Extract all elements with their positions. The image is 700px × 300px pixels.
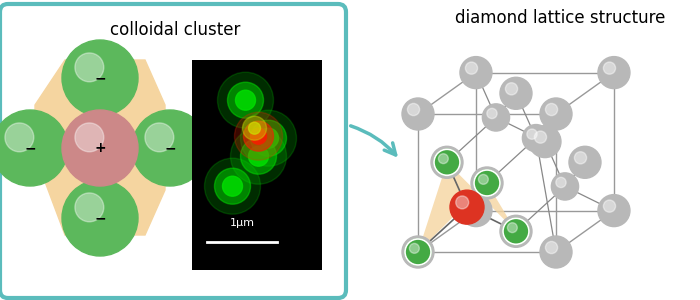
Circle shape [474,170,500,196]
Circle shape [460,57,492,88]
Text: −: − [94,71,106,85]
Circle shape [540,236,572,268]
Circle shape [477,172,489,184]
Polygon shape [418,162,516,252]
Circle shape [410,243,419,253]
Bar [192,60,322,270]
Circle shape [503,218,529,244]
Text: 1μm: 1μm [230,218,255,228]
Circle shape [248,122,260,134]
Circle shape [450,190,484,224]
Circle shape [478,174,489,184]
Circle shape [241,138,276,174]
Text: +: + [94,141,106,155]
FancyBboxPatch shape [0,4,346,298]
Circle shape [471,167,503,199]
Circle shape [228,82,263,118]
Circle shape [235,90,256,110]
Circle shape [214,168,251,204]
Text: colloidal cluster: colloidal cluster [110,21,240,39]
Circle shape [75,193,104,222]
Circle shape [405,239,431,265]
Circle shape [251,120,286,156]
Circle shape [569,146,601,178]
Circle shape [540,98,572,130]
Circle shape [5,123,34,152]
Circle shape [552,173,579,200]
Circle shape [234,112,283,160]
Circle shape [145,123,174,152]
Circle shape [62,110,138,186]
Circle shape [603,200,615,212]
Circle shape [505,221,517,233]
Circle shape [460,195,492,226]
Text: −: − [94,211,106,225]
Circle shape [407,242,419,254]
Circle shape [436,152,449,164]
Circle shape [251,128,267,144]
Circle shape [466,62,477,74]
Circle shape [407,103,419,116]
Circle shape [204,158,260,214]
Circle shape [556,177,566,188]
Circle shape [545,242,558,254]
Circle shape [258,128,279,148]
Circle shape [434,149,460,175]
Circle shape [482,104,510,131]
Circle shape [527,129,537,139]
Circle shape [75,123,104,152]
Circle shape [575,152,587,164]
Circle shape [456,196,469,209]
Circle shape [522,124,550,152]
Circle shape [62,40,138,116]
Circle shape [132,110,208,186]
Circle shape [603,62,615,74]
Circle shape [218,72,274,128]
Circle shape [62,180,138,256]
Circle shape [230,128,286,184]
Circle shape [438,154,448,164]
Circle shape [487,108,497,118]
Circle shape [500,215,532,247]
Circle shape [242,116,267,140]
Circle shape [505,83,517,95]
Text: −: − [25,141,36,155]
Text: diamond lattice structure: diamond lattice structure [455,9,665,27]
Circle shape [0,110,68,186]
Polygon shape [35,60,165,235]
Circle shape [223,176,242,196]
Circle shape [431,146,463,178]
Circle shape [529,126,561,158]
Text: −: − [164,141,176,155]
Circle shape [402,236,434,268]
Circle shape [598,195,630,226]
Circle shape [534,131,547,143]
Circle shape [244,121,274,151]
Circle shape [545,103,558,116]
Circle shape [508,223,517,232]
Circle shape [466,200,477,212]
Circle shape [248,146,269,166]
Circle shape [402,98,434,130]
Circle shape [500,77,532,109]
Circle shape [75,53,104,82]
Circle shape [241,110,297,166]
Circle shape [598,57,630,88]
